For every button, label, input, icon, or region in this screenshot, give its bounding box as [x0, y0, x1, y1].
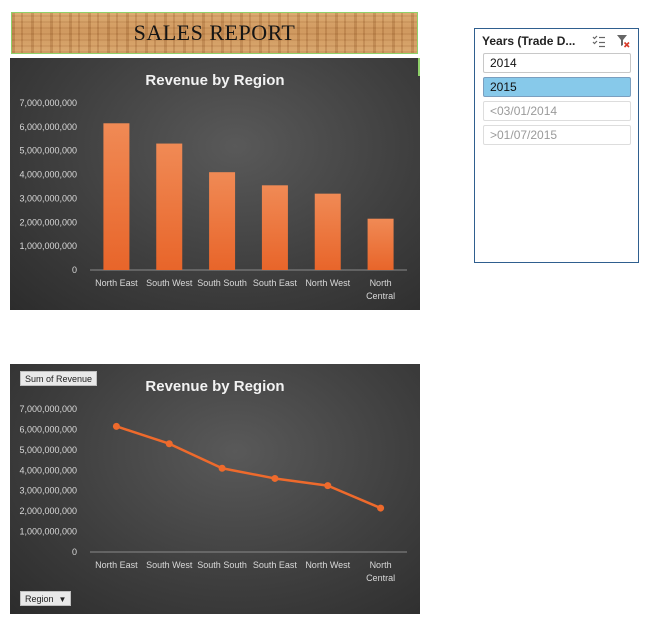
report-banner: SALES REPORT: [11, 12, 418, 54]
bar[interactable]: [103, 123, 130, 271]
y-tick-label: 2,000,000,000: [19, 217, 77, 227]
x-tick-label: South West: [146, 560, 193, 570]
y-tick-label: 0: [72, 265, 77, 275]
slicer-item[interactable]: 2014: [483, 53, 631, 73]
y-tick-label: 5,000,000,000: [19, 146, 77, 156]
x-tick-label: Central: [366, 573, 395, 583]
bar-chart: Revenue by Region 0 1,000,000,000 2,000,000…: [19, 72, 407, 301]
banner-border-edge: [418, 58, 420, 76]
y-tick-label: 3,000,000,000: [19, 486, 77, 496]
slicer-item-list: 2014 2015 <03/01/2014 >01/07/2015: [475, 53, 638, 145]
multi-select-icon[interactable]: [592, 34, 606, 51]
slicer-item[interactable]: >01/07/2015: [483, 125, 631, 145]
line-chart: Revenue by Region 0 1,000,000,000 2,000,000…: [19, 378, 407, 583]
x-tick-label: North: [370, 560, 392, 570]
bar[interactable]: [209, 172, 236, 270]
x-tick-label: North West: [305, 278, 350, 288]
bar[interactable]: [261, 185, 288, 270]
y-tick-label: 3,000,000,000: [19, 193, 77, 203]
y-tick-label: 7,000,000,000: [19, 404, 77, 414]
slicer-header: Years (Trade D...: [475, 29, 638, 53]
region-label: Region: [25, 594, 54, 604]
slicer-item[interactable]: 2015: [483, 77, 631, 97]
x-tick-label: South South: [197, 560, 247, 570]
slicer-item[interactable]: <03/01/2014: [483, 101, 631, 121]
y-tick-label: 7,000,000,000: [19, 98, 77, 108]
years-slicer[interactable]: Years (Trade D... 2014 2015 <03/01/2014 >01…: [474, 28, 639, 263]
x-tick-label: North East: [95, 278, 138, 288]
data-point[interactable]: [271, 474, 279, 482]
y-tick-label: 2,000,000,000: [19, 506, 77, 516]
series-line[interactable]: [116, 425, 382, 510]
y-tick-label: 1,000,000,000: [19, 241, 77, 251]
data-point[interactable]: [165, 440, 173, 448]
bar[interactable]: [156, 143, 183, 270]
sum-of-revenue-field-button[interactable]: Sum of Revenue: [20, 371, 98, 386]
slicer-title: Years (Trade D...: [482, 34, 576, 48]
x-tick-label: Central: [366, 291, 395, 301]
line-chart-panel[interactable]: Revenue by Region 0 1,000,000,000 2,000,000…: [10, 364, 420, 614]
bar-chart-panel[interactable]: Revenue by Region 0 1,000,000,000 2,000,000…: [10, 58, 420, 310]
x-tick-label: North: [370, 278, 392, 288]
y-tick-label: 6,000,000,000: [19, 122, 77, 132]
dropdown-arrow-icon: ▼: [58, 595, 67, 604]
region-field-button[interactable]: Region ▼: [20, 591, 72, 606]
data-point[interactable]: [324, 482, 332, 490]
y-tick-label: 5,000,000,000: [19, 445, 77, 455]
y-tick-label: 4,000,000,000: [19, 465, 77, 475]
data-point[interactable]: [112, 422, 120, 430]
x-tick-label: North East: [95, 560, 138, 570]
y-tick-label: 4,000,000,000: [19, 170, 77, 180]
y-tick-label: 1,000,000,000: [19, 527, 77, 537]
data-point[interactable]: [218, 464, 226, 472]
bar[interactable]: [314, 193, 341, 270]
x-tick-label: South South: [197, 278, 247, 288]
x-tick-label: North West: [305, 560, 350, 570]
sum-of-revenue-label: Sum of Revenue: [25, 374, 93, 384]
chart-title: Revenue by Region: [145, 72, 284, 89]
data-point[interactable]: [377, 504, 385, 512]
report-title: SALES REPORT: [133, 20, 296, 45]
bar[interactable]: [367, 218, 394, 270]
y-tick-label: 0: [72, 547, 77, 557]
clear-filter-icon[interactable]: [616, 34, 630, 51]
x-tick-label: South East: [253, 560, 298, 570]
x-tick-label: South East: [253, 278, 298, 288]
chart-title: Revenue by Region: [145, 378, 284, 395]
x-tick-label: South West: [146, 278, 193, 288]
y-tick-label: 6,000,000,000: [19, 424, 77, 434]
